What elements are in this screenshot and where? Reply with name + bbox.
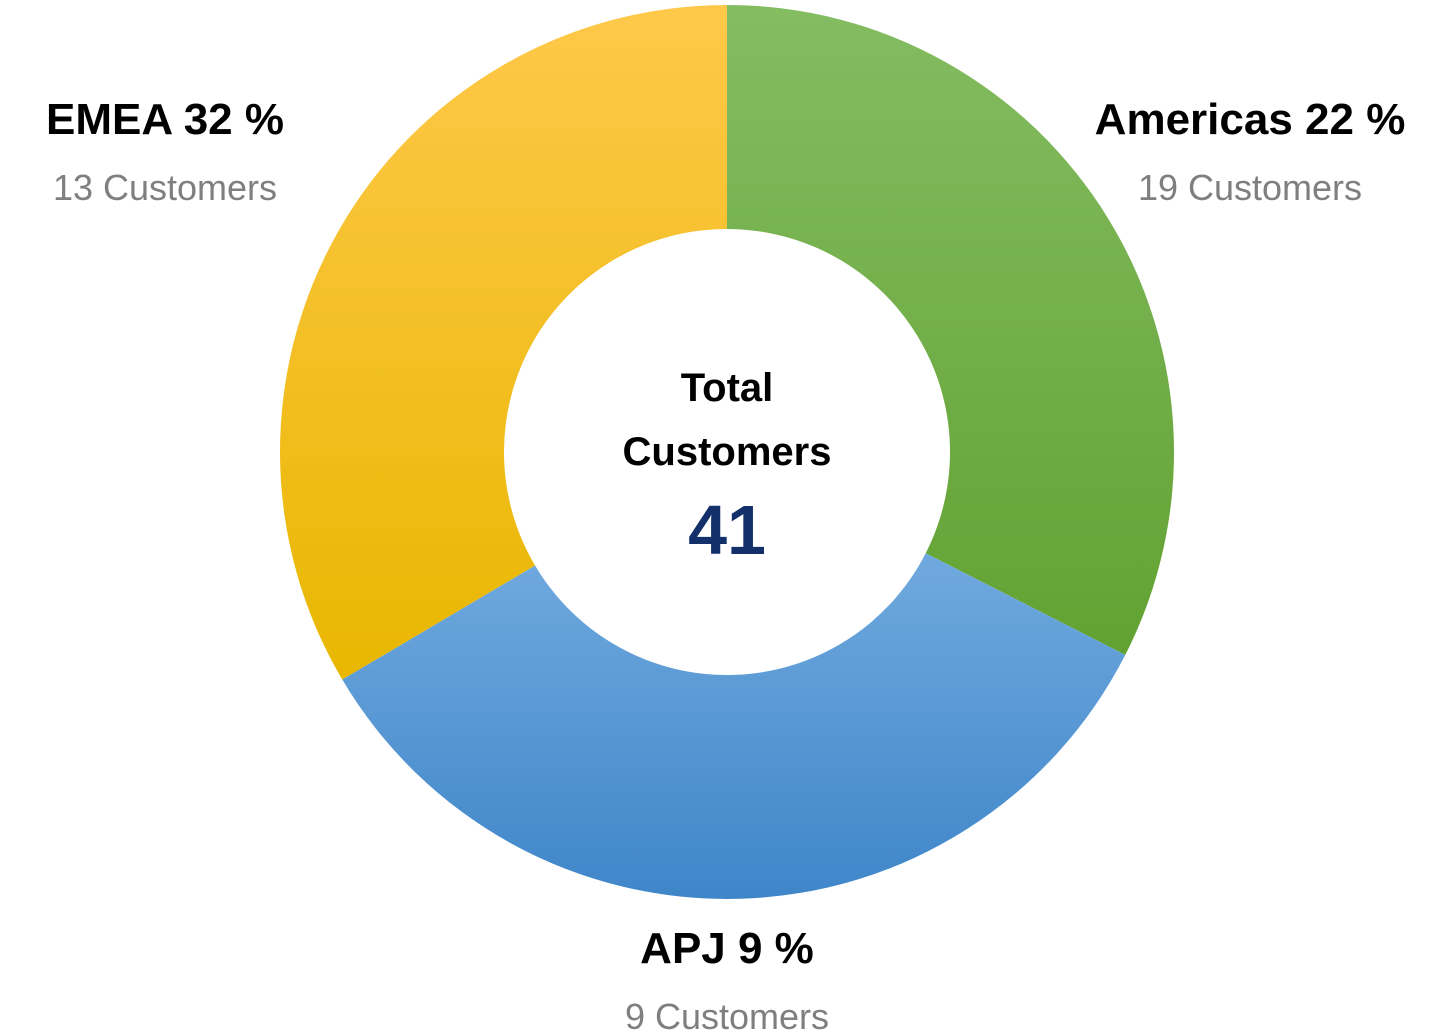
- donut-slice: [342, 553, 1126, 899]
- slice-label: APJ 9 %: [640, 924, 814, 973]
- slice-label: EMEA 32 %: [46, 95, 284, 144]
- donut-slice: [727, 5, 1174, 655]
- slice-sublabel: 13 Customers: [53, 167, 277, 208]
- slice-label: Americas 22 %: [1095, 95, 1406, 144]
- slice-sublabel: 9 Customers: [625, 996, 829, 1032]
- donut-slice: [280, 4, 727, 680]
- slice-sublabel: 19 Customers: [1138, 167, 1362, 208]
- center-value: 41: [688, 491, 766, 569]
- center-title: Total Customers: [622, 366, 832, 474]
